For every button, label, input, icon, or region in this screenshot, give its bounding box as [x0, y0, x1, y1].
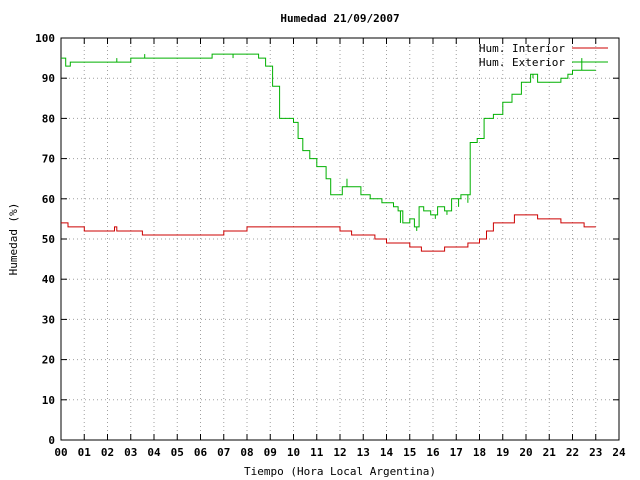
- x-tick-label: 04: [147, 446, 161, 459]
- x-tick-label: 02: [101, 446, 114, 459]
- chart-title: Humedad 21/09/2007: [280, 12, 399, 25]
- x-tick-label: 07: [217, 446, 230, 459]
- x-tick-label: 18: [473, 446, 486, 459]
- series-layer: [61, 53, 596, 252]
- y-axis: 0 10 20 30 40 50 60 70 80 90 100: [35, 32, 619, 447]
- x-tick-label: 12: [333, 446, 346, 459]
- x-tick-label: 14: [380, 446, 394, 459]
- y-tick-label: 50: [42, 233, 55, 246]
- legend: Hum. Interior Hum. Exterior: [479, 42, 608, 69]
- x-tick-label: 23: [589, 446, 602, 459]
- x-tick-label: 03: [124, 446, 137, 459]
- y-tick-label: 100: [35, 32, 55, 45]
- y-axis-label: Humedad (%): [7, 203, 20, 276]
- series-line-1: [61, 53, 596, 228]
- x-tick-label: 13: [357, 446, 370, 459]
- y-tick-label: 0: [48, 434, 55, 447]
- x-tick-label: 10: [287, 446, 300, 459]
- x-tick-label: 17: [450, 446, 463, 459]
- x-tick-label: 06: [194, 446, 208, 459]
- x-tick-label: 09: [264, 446, 277, 459]
- x-tick-label: 00: [54, 446, 67, 459]
- y-tick-label: 30: [42, 313, 55, 326]
- x-tick-label: 20: [519, 446, 532, 459]
- x-tick-label: 24: [612, 446, 626, 459]
- legend-label-interior: Hum. Interior: [479, 42, 565, 55]
- y-tick-label: 20: [42, 354, 55, 367]
- x-tick-label: 21: [543, 446, 557, 459]
- x-axis-label: Tiempo (Hora Local Argentina): [244, 465, 436, 478]
- x-tick-label: 16: [426, 446, 440, 459]
- x-tick-label: 08: [240, 446, 253, 459]
- y-tick-label: 90: [42, 72, 55, 85]
- x-tick-label: 11: [310, 446, 324, 459]
- y-tick-label: 40: [42, 273, 55, 286]
- legend-label-exterior: Hum. Exterior: [479, 56, 565, 69]
- y-tick-label: 80: [42, 112, 55, 125]
- y-tick-label: 10: [42, 394, 55, 407]
- x-tick-label: 22: [566, 446, 579, 459]
- x-tick-label: 15: [403, 446, 416, 459]
- series-line-0: [61, 214, 596, 252]
- x-axis: 00 01 02 03 04 05 06 07 08 09 10 11 12 13 14 15 16 17 18 19…: [54, 38, 626, 459]
- y-tick-label: 60: [42, 193, 55, 206]
- x-tick-label: 01: [78, 446, 92, 459]
- y-tick-label: 70: [42, 153, 55, 166]
- x-tick-label: 05: [171, 446, 184, 459]
- x-tick-label: 19: [496, 446, 509, 459]
- grid: [61, 38, 619, 440]
